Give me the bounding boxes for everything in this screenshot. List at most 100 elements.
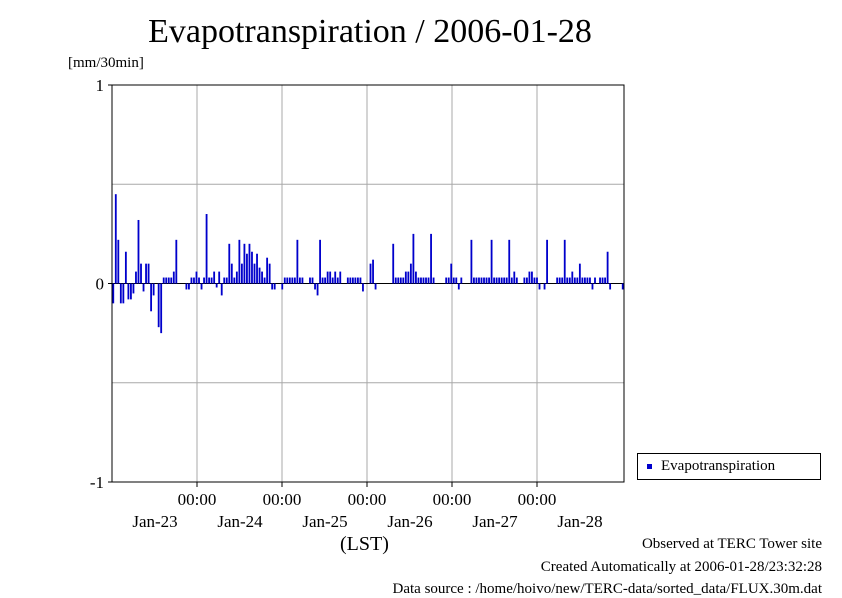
data-bar — [157, 283, 160, 328]
data-bar — [316, 283, 319, 296]
data-bar — [457, 283, 460, 290]
data-bar — [253, 263, 256, 284]
data-bar — [412, 233, 415, 284]
data-bar — [420, 277, 422, 284]
data-bar — [198, 277, 200, 284]
data-bar — [167, 277, 170, 284]
x-tick-date-label: Jan-26 — [387, 512, 432, 531]
data-bar — [399, 277, 402, 284]
data-bar — [291, 277, 294, 284]
data-bar — [296, 239, 299, 284]
data-bar — [493, 277, 496, 284]
data-bar — [205, 214, 208, 284]
data-bar — [258, 267, 261, 284]
data-bar — [293, 277, 296, 284]
data-bar — [362, 283, 364, 292]
data-bar — [230, 263, 233, 284]
data-bar — [546, 239, 548, 284]
data-bar — [407, 271, 410, 284]
data-bar — [561, 277, 564, 284]
data-bar — [447, 277, 450, 284]
data-bar — [404, 271, 407, 284]
data-bar — [432, 277, 435, 284]
data-bar — [200, 283, 203, 290]
data-bar — [311, 277, 314, 284]
data-bar — [606, 251, 609, 284]
data-bar — [394, 277, 397, 284]
data-bar — [283, 277, 286, 284]
data-bar — [261, 271, 263, 284]
data-bar — [150, 283, 153, 312]
data-bar — [271, 283, 274, 290]
data-bar — [251, 251, 253, 284]
data-bar — [498, 277, 501, 284]
data-bar — [240, 263, 243, 284]
data-bar — [243, 243, 246, 284]
data-bar — [621, 283, 624, 290]
data-bar — [142, 283, 145, 292]
data-bar — [473, 277, 475, 284]
footer-created-note: Created Automatically at 2006-01-28/23:3… — [540, 559, 822, 575]
data-bar — [195, 271, 198, 284]
data-bar — [220, 283, 223, 296]
data-bar — [480, 277, 483, 284]
data-bar — [584, 277, 586, 284]
data-bar — [460, 277, 463, 284]
data-bar — [538, 283, 541, 290]
data-bar — [556, 277, 559, 284]
data-bar — [515, 277, 518, 284]
data-bar — [298, 277, 301, 284]
data-bar — [117, 239, 120, 284]
data-bar — [533, 277, 536, 284]
data-bar — [326, 271, 329, 284]
data-bar — [573, 277, 576, 284]
data-bar — [334, 271, 337, 284]
data-bar — [586, 277, 589, 284]
y-axis-unit-label: [mm/30min] — [68, 55, 144, 71]
data-bar — [351, 277, 354, 284]
x-tick-date-label: Jan-25 — [302, 512, 347, 531]
data-bar — [609, 283, 612, 290]
data-bar — [248, 243, 251, 284]
data-bar — [475, 277, 478, 284]
data-bar — [495, 277, 498, 284]
data-bar — [324, 277, 327, 284]
data-bar — [578, 263, 581, 284]
data-bar — [422, 277, 425, 284]
data-bar — [145, 263, 147, 284]
y-tick-label: -1 — [90, 473, 104, 492]
data-bar — [203, 277, 205, 284]
x-tick-date-label: Jan-24 — [217, 512, 263, 531]
legend-swatch — [647, 464, 652, 469]
data-bar — [445, 277, 448, 284]
data-bar — [558, 277, 561, 284]
data-bar — [372, 259, 374, 284]
data-bar — [354, 277, 357, 284]
x-axis-label: (LST) — [340, 533, 389, 555]
footer-observed-note: Observed at TERC Tower site — [641, 536, 822, 552]
data-bar — [452, 277, 455, 284]
data-bar — [215, 283, 218, 288]
data-bar — [208, 277, 211, 284]
data-bar — [415, 271, 417, 284]
data-bar — [122, 283, 125, 304]
data-bar — [339, 271, 342, 284]
data-bar — [581, 277, 584, 284]
data-bar — [286, 277, 289, 284]
data-bar — [190, 277, 193, 284]
data-bar — [314, 283, 316, 290]
data-bar — [165, 277, 168, 284]
data-bar — [175, 239, 178, 284]
data-bar — [331, 277, 334, 284]
data-bar — [162, 277, 165, 284]
data-bar — [525, 277, 528, 284]
data-bar — [185, 283, 188, 290]
data-bar — [505, 277, 508, 284]
data-bar — [193, 277, 195, 284]
chart-title: Evapotranspiration / 2006-01-28 — [148, 13, 592, 50]
data-bar — [152, 283, 155, 296]
data-bar — [594, 277, 596, 284]
data-bar — [132, 283, 135, 294]
data-bar — [576, 277, 579, 284]
data-bar — [256, 253, 258, 284]
